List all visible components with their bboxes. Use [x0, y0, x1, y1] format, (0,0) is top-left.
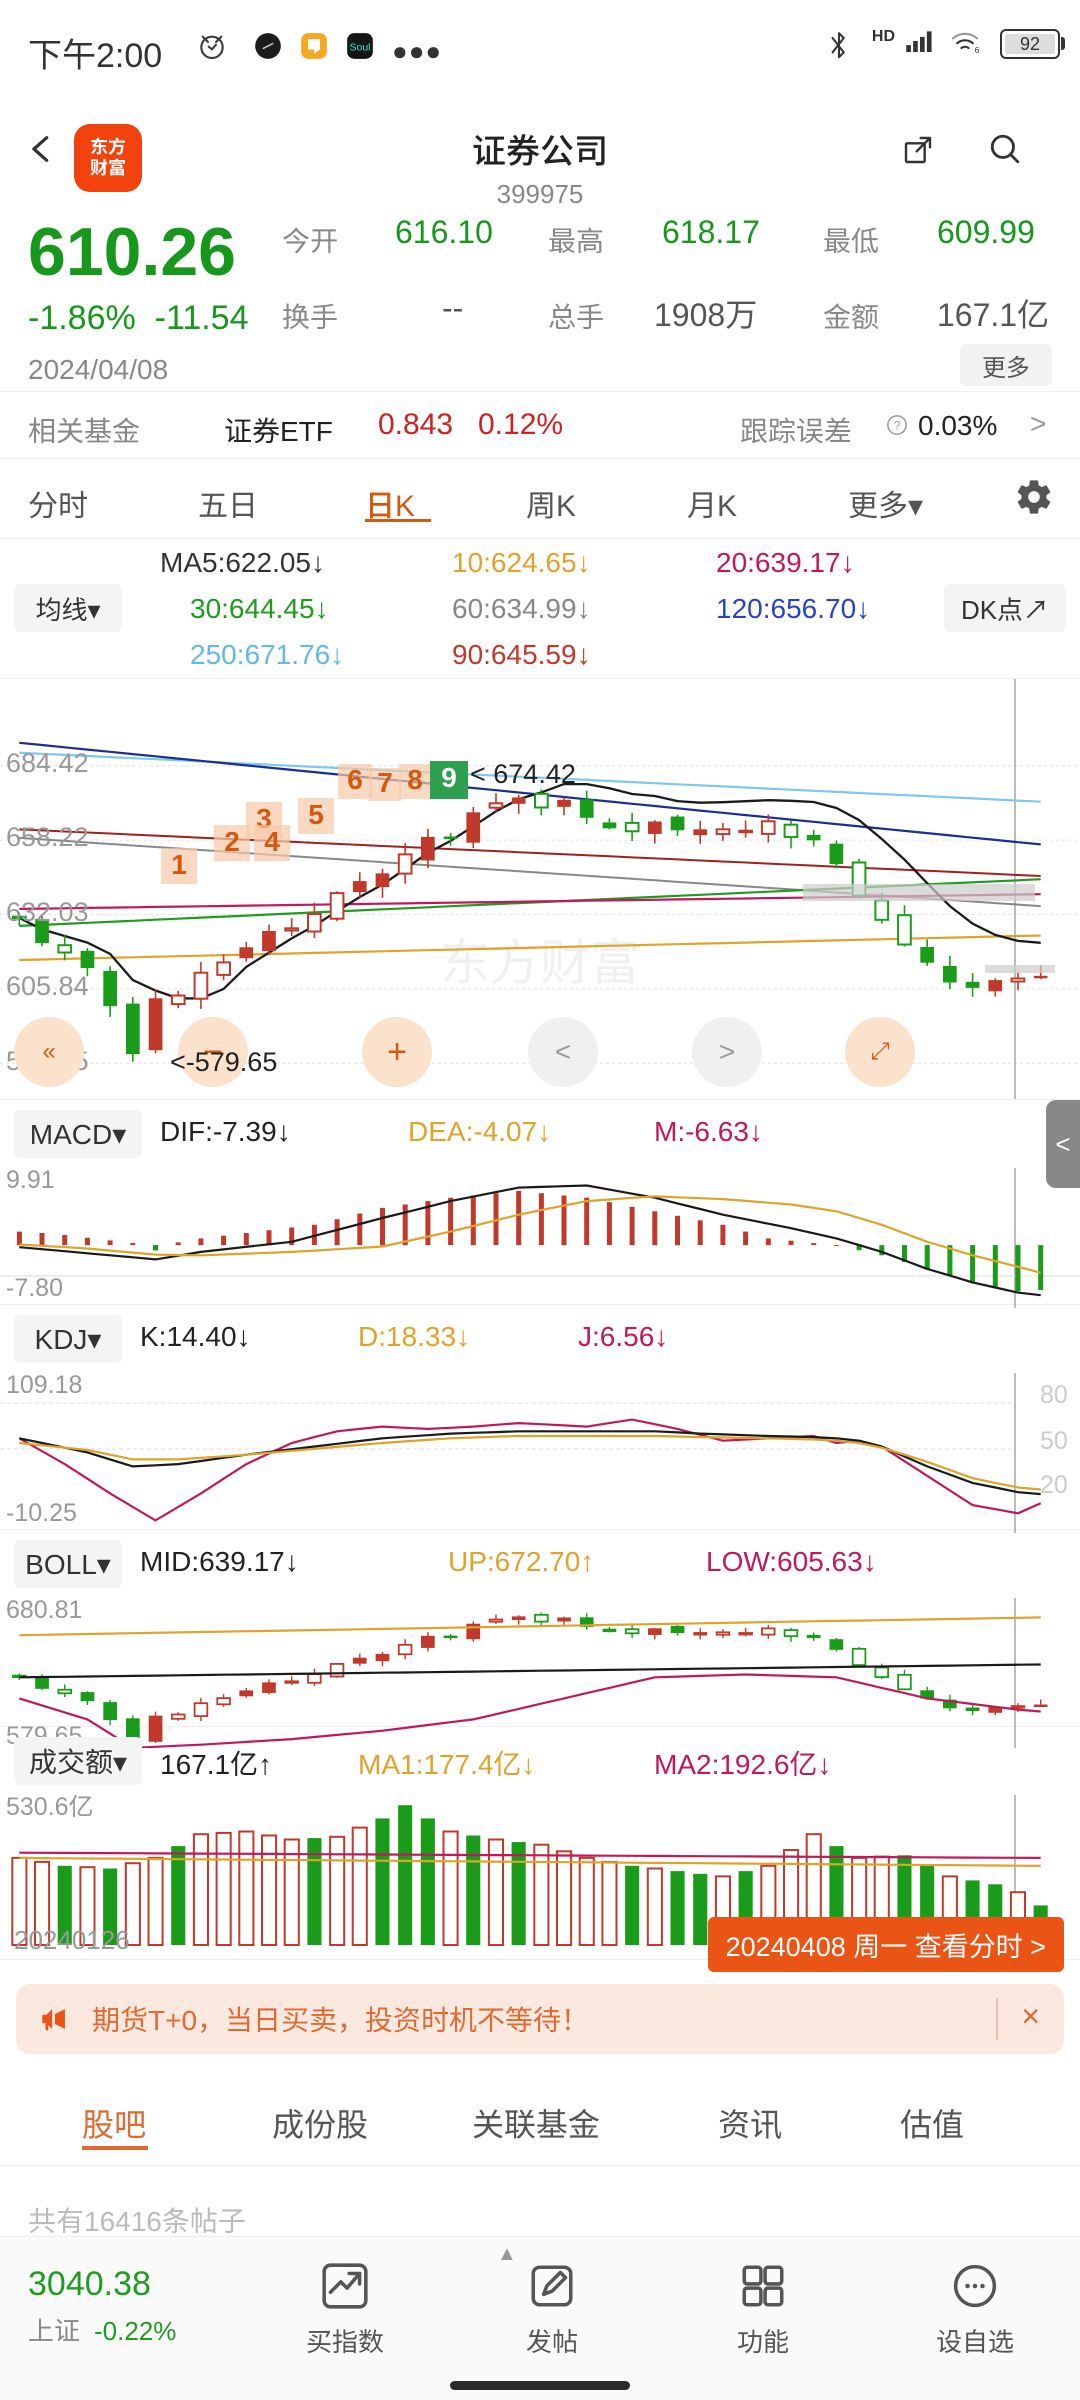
svg-text:9: 9: [441, 762, 457, 793]
svg-text:-7.80: -7.80: [6, 1274, 63, 1302]
svg-text:530.6亿: 530.6亿: [6, 1795, 94, 1821]
svg-text:2: 2: [224, 826, 240, 857]
svg-text:50: 50: [1040, 1427, 1068, 1455]
svg-text:1: 1: [171, 849, 187, 880]
svg-text:7: 7: [377, 767, 393, 798]
svg-text:658.22: 658.22: [6, 822, 89, 852]
svg-text:680.81: 680.81: [6, 1598, 82, 1624]
svg-text:20: 20: [1040, 1471, 1068, 1499]
svg-text:8: 8: [407, 764, 423, 795]
svg-text:605.84: 605.84: [6, 971, 89, 1001]
svg-text:109.18: 109.18: [6, 1373, 82, 1399]
svg-text:5: 5: [308, 799, 324, 830]
svg-text:?: ?: [894, 419, 901, 433]
svg-text:6: 6: [347, 764, 363, 795]
svg-text:80: 80: [1040, 1381, 1068, 1409]
svg-text:东方财富: 东方财富: [440, 935, 640, 991]
svg-text:Soul: Soul: [349, 42, 370, 54]
svg-text:< 674.42: < 674.42: [470, 759, 576, 789]
svg-text:6: 6: [975, 45, 980, 54]
svg-text:632.03: 632.03: [6, 897, 89, 927]
svg-text:684.42: 684.42: [6, 748, 89, 778]
svg-text:9.91: 9.91: [6, 1168, 55, 1194]
svg-text:4: 4: [264, 826, 280, 857]
svg-text:-10.25: -10.25: [6, 1499, 77, 1527]
